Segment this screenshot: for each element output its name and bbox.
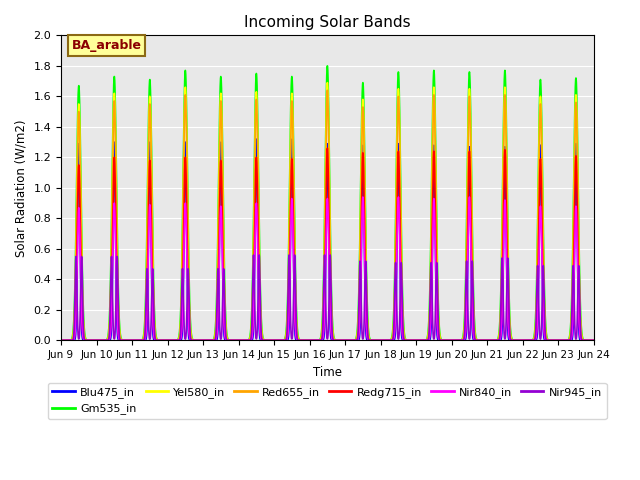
Redg715_in <box>590 337 598 343</box>
Yel580_in <box>171 337 179 343</box>
Red655_in <box>588 337 596 343</box>
Text: BA_arable: BA_arable <box>72 39 141 52</box>
Blu475_in <box>590 337 598 343</box>
Yel580_in <box>166 337 173 343</box>
Yel580_in <box>257 302 264 308</box>
Nir840_in <box>477 337 484 343</box>
Nir945_in <box>590 337 598 343</box>
Nir945_in <box>588 337 596 343</box>
Gm535_in <box>57 337 65 343</box>
Nir945_in <box>477 337 484 343</box>
Nir840_in <box>257 333 264 339</box>
Blu475_in <box>253 136 260 142</box>
Red655_in <box>590 337 598 343</box>
Redg715_in <box>401 337 408 343</box>
Yel580_in <box>57 337 65 343</box>
Line: Nir840_in: Nir840_in <box>61 197 594 340</box>
Nir945_in <box>166 337 173 343</box>
Nir840_in <box>166 337 173 343</box>
Yel580_in <box>401 336 408 341</box>
Nir945_in <box>401 337 408 343</box>
Gm535_in <box>323 63 331 69</box>
Redg715_in <box>477 337 484 343</box>
Blu475_in <box>401 337 408 343</box>
Redg715_in <box>166 337 173 343</box>
Redg715_in <box>588 337 596 343</box>
Legend: Blu475_in, Gm535_in, Yel580_in, Red655_in, Redg715_in, Nir840_in, Nir945_in: Blu475_in, Gm535_in, Yel580_in, Red655_i… <box>48 383 607 419</box>
Gm535_in <box>257 289 264 295</box>
Nir840_in <box>588 337 596 343</box>
Y-axis label: Solar Radiation (W/m2): Solar Radiation (W/m2) <box>15 119 28 257</box>
Red655_in <box>171 337 179 343</box>
Nir945_in <box>257 306 264 312</box>
Nir945_in <box>57 337 65 343</box>
Blu475_in <box>588 337 596 343</box>
Nir840_in <box>465 194 473 200</box>
Line: Nir945_in: Nir945_in <box>61 255 594 340</box>
Nir840_in <box>57 337 65 343</box>
Blu475_in <box>171 337 179 343</box>
Nir840_in <box>171 337 179 343</box>
Gm535_in <box>477 337 484 343</box>
Nir945_in <box>171 337 179 343</box>
Nir840_in <box>401 337 408 343</box>
Blu475_in <box>57 337 65 343</box>
Line: Gm535_in: Gm535_in <box>61 66 594 340</box>
Yel580_in <box>323 80 331 85</box>
Line: Blu475_in: Blu475_in <box>61 139 594 340</box>
Blu475_in <box>477 337 484 343</box>
X-axis label: Time: Time <box>313 366 342 379</box>
Yel580_in <box>588 337 596 343</box>
Line: Yel580_in: Yel580_in <box>61 83 594 340</box>
Gm535_in <box>401 334 408 339</box>
Redg715_in <box>57 337 65 343</box>
Blu475_in <box>257 337 264 343</box>
Redg715_in <box>323 145 331 151</box>
Yel580_in <box>477 337 484 343</box>
Nir840_in <box>590 337 598 343</box>
Gm535_in <box>166 337 173 343</box>
Redg715_in <box>171 337 179 343</box>
Gm535_in <box>171 337 179 343</box>
Gm535_in <box>588 337 596 343</box>
Red655_in <box>257 308 264 314</box>
Red655_in <box>57 337 65 343</box>
Line: Redg715_in: Redg715_in <box>61 148 594 340</box>
Red655_in <box>166 337 173 343</box>
Gm535_in <box>590 337 598 343</box>
Yel580_in <box>590 337 598 343</box>
Line: Red655_in: Red655_in <box>61 90 594 340</box>
Redg715_in <box>257 329 264 335</box>
Red655_in <box>401 336 408 342</box>
Red655_in <box>323 87 331 93</box>
Blu475_in <box>166 337 173 343</box>
Red655_in <box>477 337 484 343</box>
Title: Incoming Solar Bands: Incoming Solar Bands <box>244 15 411 30</box>
Nir945_in <box>250 252 257 258</box>
